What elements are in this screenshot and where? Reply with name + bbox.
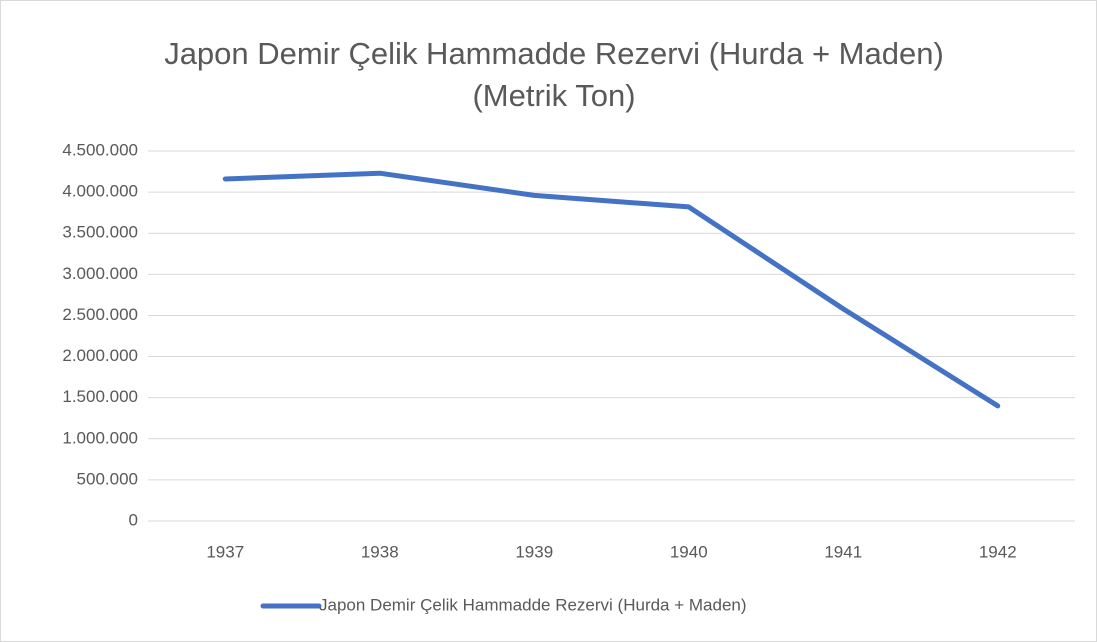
legend-label: Japon Demir Çelik Hammadde Rezervi (Hurd… xyxy=(319,595,747,614)
y-tick-label: 500.000 xyxy=(77,469,138,488)
x-tick-label: 1940 xyxy=(670,542,708,561)
y-tick-label: 0 xyxy=(129,510,138,529)
y-tick-label: 2.000.000 xyxy=(62,346,138,365)
y-tick-label: 3.000.000 xyxy=(62,264,138,283)
series-line xyxy=(222,170,1001,409)
y-tick-label: 4.000.000 xyxy=(62,182,138,201)
x-tick-label: 1942 xyxy=(979,542,1017,561)
y-tick-label: 3.500.000 xyxy=(62,223,138,242)
y-tick-label: 1.500.000 xyxy=(62,387,138,406)
x-tick-label: 1939 xyxy=(515,542,553,561)
x-tick-label: 1941 xyxy=(824,542,862,561)
x-tick-label: 1938 xyxy=(361,542,399,561)
y-tick-label: 1.000.000 xyxy=(62,428,138,447)
chart-title: Japon Demir Çelik Hammadde Rezervi (Hurd… xyxy=(164,36,944,113)
x-tick-label: 1937 xyxy=(206,542,244,561)
y-tick-label: 4.500.000 xyxy=(62,140,138,159)
y-tick-label: 2.500.000 xyxy=(62,305,138,324)
